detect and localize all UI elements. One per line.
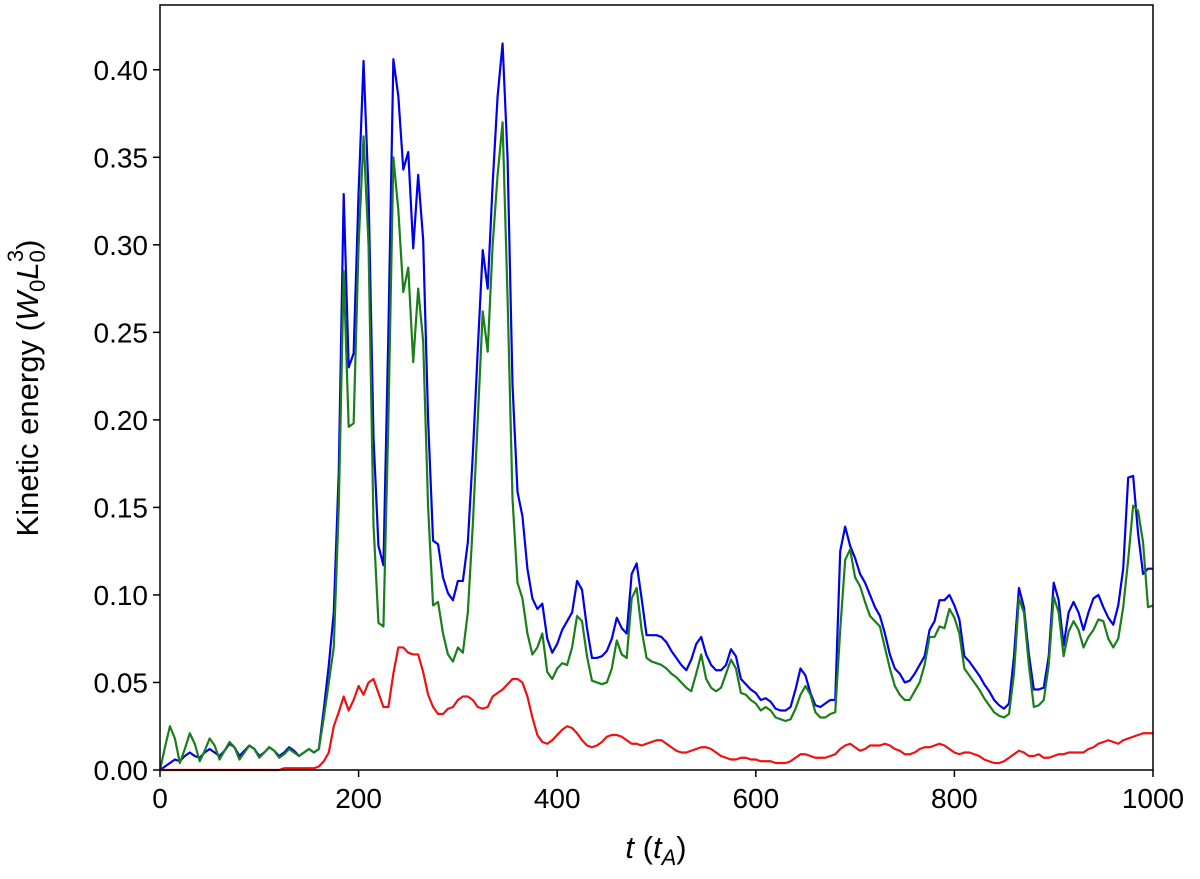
series-line [158,121,1154,771]
series-line [159,42,1153,771]
x-axis-label: t (tA) [625,830,686,870]
series-line [160,646,1153,772]
x-label-part: ( [634,830,654,865]
y-label-part: L [10,262,45,279]
x-tick-label: 200 [335,783,382,814]
x-tick-label: 600 [732,783,779,814]
y-label-part: 0 [25,250,50,262]
y-tick-label: 0.05 [94,667,149,698]
x-label-part: ) [676,830,686,865]
y-tick-label: 0.35 [94,142,149,173]
y-tick-label: 0.40 [94,55,149,86]
plot-frame [159,4,1154,771]
x-tick-label: 1000 [1122,783,1184,814]
y-axis-label: Kinetic energy (W0L03) [3,240,50,537]
y-tick-label: 0.20 [94,405,149,436]
y-label-part: W [10,289,45,321]
y-label-part: Kinetic energy ( [10,320,45,536]
x-tick-label: 0 [152,783,168,814]
x-tick-label: 400 [534,783,581,814]
x-tick-label: 800 [931,783,978,814]
y-label-part: 0 [25,280,50,292]
y-tick-label: 0.30 [94,230,149,261]
y-tick-label: 0.10 [94,580,149,611]
x-label-part: t [653,830,663,865]
y-label-part: ) [10,240,45,250]
y-tick-label: 0.25 [94,317,149,348]
y-tick-label: 0.00 [94,755,149,786]
y-tick-label: 0.15 [94,492,149,523]
x-label-part: A [660,845,677,870]
y-label-part: 3 [3,250,28,262]
x-label-part: t [625,830,635,865]
